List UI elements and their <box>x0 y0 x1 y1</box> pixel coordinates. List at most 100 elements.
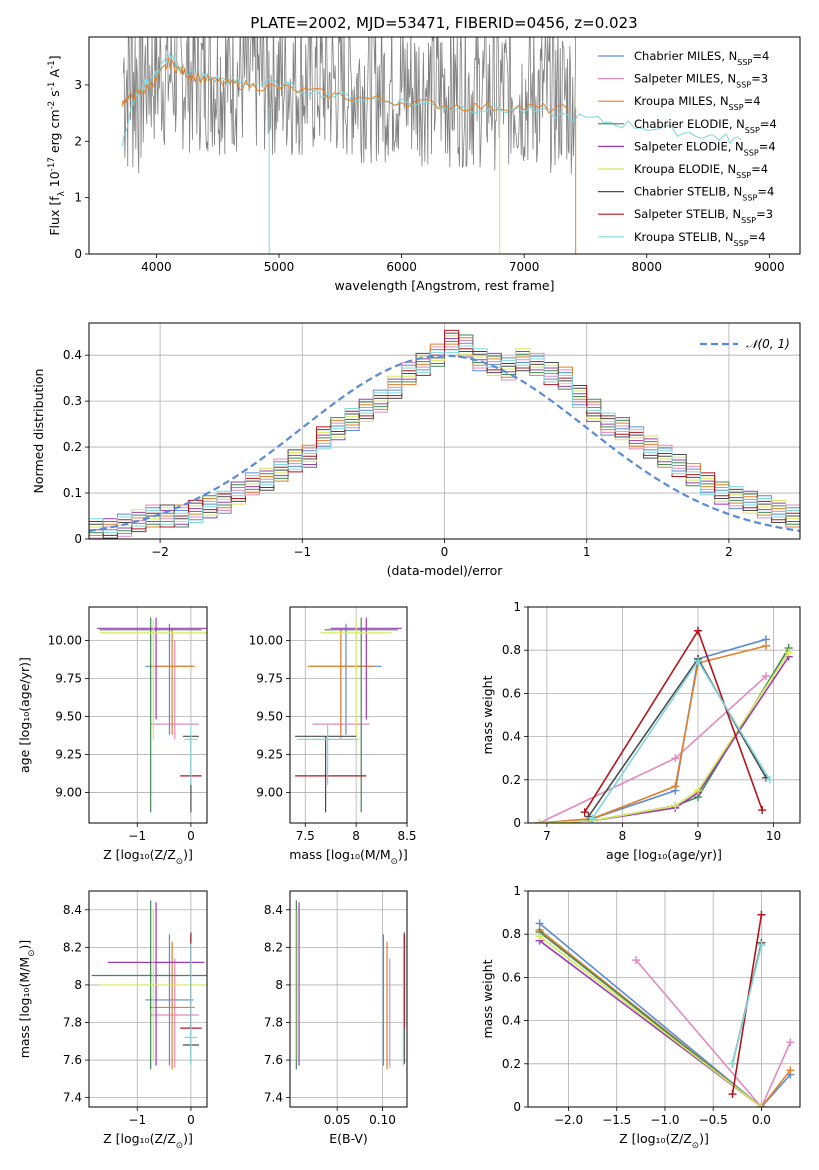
x-tick-label: 9000 <box>754 260 785 274</box>
y-tick-label: 8.4 <box>63 903 82 917</box>
axes-frame-age_vs_mass <box>289 606 408 824</box>
x-tick-label: 8.5 <box>397 829 416 843</box>
weight-marker <box>758 806 767 815</box>
x-axis-label: Z [log₁₀(Z/Z⊙)] <box>103 847 193 867</box>
weight-line-3 <box>539 645 767 823</box>
x-tick-label: −1.0 <box>650 1113 679 1127</box>
x-tick-label: 4000 <box>141 260 172 274</box>
weight-line-7 <box>587 657 767 817</box>
panel-mass_vs_Z: −1 0 7.4 7.6 7.8 8 8.2 8.4 Z [log₁₀(Z/Z⊙)] mass [… <box>17 890 208 1151</box>
plot-area-weight_vs_Z <box>535 910 795 1107</box>
y-axis-label: mass weight <box>480 959 495 1038</box>
residual-legend: 𝒩(0, 1) <box>700 337 790 351</box>
plot-area-spectrum <box>121 37 742 254</box>
plot-area-age_vs_mass <box>295 617 402 813</box>
panel-age_vs_mass: 7.5 8 8.5 9.00 9.25 9.50 9.75 10.00 mass [log₁₀(… <box>249 606 417 867</box>
weight-marker <box>671 782 680 791</box>
plot-area-mass_vs_ebv <box>295 900 405 1070</box>
x-axis-label: age [log₁₀(age/yr)] <box>606 847 722 862</box>
x-tick-label: −1 <box>128 829 146 843</box>
x-tick-label: 0 <box>187 829 195 843</box>
x-tick-label: 8000 <box>631 260 662 274</box>
x-axis-label: E(B-V) <box>329 1131 368 1146</box>
y-tick-label: 0.4 <box>502 730 521 744</box>
y-axis-label: mass weight <box>480 675 495 754</box>
weight-marker <box>762 641 770 650</box>
x-axis-label: (data-model)/error <box>387 563 504 578</box>
axes-frame-mass_vs_Z <box>88 890 208 1108</box>
x-tick-label: −1.5 <box>602 1113 631 1127</box>
weight-marker <box>757 941 766 949</box>
x-tick-label: −2 <box>151 545 169 559</box>
x-tick-label: 7.5 <box>296 829 315 843</box>
weight-marker <box>694 626 702 635</box>
panel-mass_vs_ebv: 0.05 0.10 7.4 7.6 7.8 8 8.2 8.4 E(B-V) <box>264 890 408 1146</box>
x-tick-label: 7000 <box>509 260 540 274</box>
y-axis-label: mass [log₁₀(M/M⊙)] <box>17 940 37 1059</box>
weight-line-4 <box>539 647 790 823</box>
x-tick-label: −1 <box>293 545 311 559</box>
y-tick-label: 9.00 <box>256 786 283 800</box>
y-tick-label: 8.2 <box>63 940 82 954</box>
y-tick-label: 9.75 <box>256 671 283 685</box>
spectrum-legend: Chabrier MILES, NSSP=4 Salpeter MILES, NS… <box>598 49 777 247</box>
weight-line-5 <box>539 656 790 823</box>
y-tick-label: 0.4 <box>63 348 82 362</box>
y-tick-label: 8.4 <box>264 903 283 917</box>
y-tick-label: 7.8 <box>63 1015 82 1029</box>
axes-frame-spectrum <box>88 36 801 255</box>
x-tick-label: 8 <box>352 829 360 843</box>
legend-label-5: Salpeter ELODIE, NSSP=4 <box>634 139 776 157</box>
y-tick-label: 0.1 <box>63 486 82 500</box>
y-tick-label: 7.6 <box>63 1053 82 1067</box>
y-tick-label: 0 <box>513 816 521 830</box>
y-tick-label: 7.8 <box>264 1015 283 1029</box>
x-tick-label: 0 <box>441 545 449 559</box>
weight-line-1 <box>539 922 791 1107</box>
y-tick-label: 9.25 <box>256 748 283 762</box>
y-tick-label: 0.4 <box>502 1014 521 1028</box>
x-tick-label: 0.10 <box>369 1113 396 1127</box>
legend-gaussian-label: 𝒩(0, 1) <box>746 337 790 351</box>
y-tick-label: 10.00 <box>249 633 283 647</box>
axes-frame-age_vs_Z <box>88 606 208 824</box>
x-tick-label: 7 <box>543 829 551 843</box>
y-tick-label: 9.50 <box>55 710 82 724</box>
plot-area-age_vs_Z <box>97 617 207 813</box>
x-tick-label: 5000 <box>264 260 295 274</box>
y-tick-label: 0.8 <box>502 927 521 941</box>
weight-marker <box>728 1059 737 1068</box>
x-tick-label: −1 <box>128 1113 146 1127</box>
weight-marker <box>632 956 641 965</box>
y-tick-label: 1 <box>74 191 82 205</box>
y-axis-label: age [log₁₀(age/yr)] <box>17 657 32 773</box>
legend-label-2: Salpeter MILES, NSSP=3 <box>634 72 768 90</box>
weight-marker <box>786 1066 795 1075</box>
x-tick-label: 2 <box>725 545 733 559</box>
legend-label-8: Salpeter STELIB, NSSP=3 <box>634 207 773 225</box>
y-tick-label: 8 <box>275 978 283 992</box>
y-tick-label: 8 <box>74 978 82 992</box>
data-spectrum-line <box>122 37 577 175</box>
weight-marker <box>580 808 589 817</box>
x-tick-label: 10 <box>766 829 781 843</box>
model-spectrum-line-1 <box>121 51 742 147</box>
y-tick-label: 7.4 <box>63 1091 82 1105</box>
weight-marker <box>728 1090 737 1099</box>
y-tick-label: 0.2 <box>502 1057 521 1071</box>
weight-line-6 <box>539 935 762 1107</box>
panel-residuals: 𝒩(0, 1) −2 −1 0 1 2 0 0.1 0.2 0.3 0.4 (data-model)/… <box>31 322 801 578</box>
panel-weight_vs_age: 7 8 9 10 0 0.2 0.4 0.6 0.8 1 age [log₁₀(age/yr)] ma… <box>480 600 801 862</box>
weight-marker <box>765 775 774 784</box>
panel-spectrum: 4000 5000 6000 7000 8000 9000 0 1 2 3 wavelength [… <box>47 36 801 293</box>
y-tick-label: 0.6 <box>502 970 521 984</box>
weight-marker <box>762 672 770 681</box>
weight-line-6 <box>539 651 790 823</box>
x-tick-label: 8 <box>619 829 627 843</box>
weight-marker <box>694 786 702 795</box>
legend-label-7: Chabrier STELIB, NSSP=4 <box>634 185 774 203</box>
y-tick-label: 0.2 <box>502 773 521 787</box>
plot-area-weight_vs_age <box>535 626 793 823</box>
residual-histogram-3 <box>89 337 800 536</box>
weight-line-2 <box>635 959 792 1107</box>
